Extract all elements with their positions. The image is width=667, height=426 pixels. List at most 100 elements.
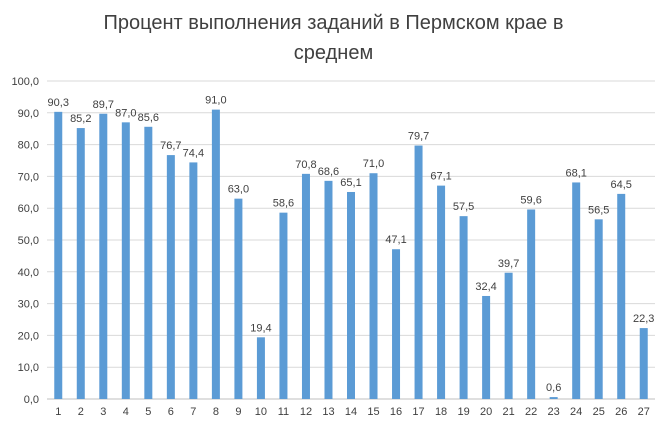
bar: [301, 173, 310, 399]
x-tick-label: 9: [235, 406, 241, 418]
x-tick-label: 5: [145, 406, 151, 418]
x-tick-label: 14: [345, 406, 357, 418]
x-tick-label: 13: [322, 406, 334, 418]
bar: [617, 193, 626, 399]
data-label: 63,0: [228, 184, 249, 196]
y-tick-label: 50,0: [18, 235, 39, 247]
data-label: 59,6: [520, 194, 541, 206]
bar: [459, 216, 468, 399]
bar: [99, 113, 108, 399]
bar: [211, 109, 220, 400]
y-tick-label: 20,0: [18, 330, 39, 342]
x-tick-label: 27: [638, 406, 650, 418]
x-tick-label: 1: [55, 406, 61, 418]
x-tick-label: 17: [412, 406, 424, 418]
data-label: 76,7: [160, 140, 181, 152]
data-label: 39,7: [498, 258, 519, 270]
y-tick-label: 60,0: [18, 203, 39, 215]
bar: [121, 122, 130, 399]
x-tick-label: 10: [255, 406, 267, 418]
x-tick-label: 7: [190, 406, 196, 418]
bar: [639, 328, 648, 399]
bar: [256, 337, 265, 399]
data-label: 67,1: [430, 171, 451, 183]
x-tick-label: 3: [100, 406, 106, 418]
x-tick-label: 11: [278, 406, 289, 418]
chart-title-line-2: среднем: [293, 42, 374, 64]
x-tick-label: 15: [367, 406, 379, 418]
data-labels: 90,385,289,787,0 85,6 76,774,4 91,0 63,0 19,4…: [48, 95, 655, 394]
x-tick-label: 12: [300, 406, 312, 418]
data-label: 56,5: [588, 204, 609, 216]
data-label: 85,2: [70, 113, 91, 125]
data-label: 71,0: [363, 158, 384, 170]
x-tick-label: 8: [213, 406, 219, 418]
x-tick-label: 18: [435, 406, 447, 418]
data-label: 57,5: [453, 201, 474, 213]
data-label: 89,7: [93, 99, 114, 111]
bar: [189, 162, 198, 399]
x-tick-label: 24: [570, 406, 582, 418]
bar: [572, 182, 581, 399]
data-label: 22,3: [633, 313, 654, 325]
chart-title: Процент выполнения заданий в Пермском кр…: [0, 8, 667, 68]
data-label: 74,4: [183, 147, 204, 159]
data-label: 90,3: [48, 97, 69, 109]
x-tick-label: 22: [525, 406, 537, 418]
bar: [166, 155, 175, 399]
bar: [279, 212, 288, 399]
bar: [76, 128, 85, 399]
x-tick-label: 20: [480, 406, 492, 418]
x-tick-label: 23: [548, 406, 560, 418]
x-tick-label: 2: [78, 406, 84, 418]
y-axis-tick-labels: 0,0 10,0 20,0 30,0 40,0 50,0 60,0 70,0 80,0 90,0 1…: [11, 76, 39, 406]
bar: [369, 173, 378, 399]
y-tick-label: 10,0: [18, 362, 39, 374]
bar: [234, 198, 243, 399]
y-tick-label: 0,0: [24, 394, 39, 406]
x-tick-label: 26: [615, 406, 627, 418]
data-label: 19,4: [250, 322, 271, 334]
data-label: 68,1: [565, 167, 586, 179]
bar: [549, 397, 558, 399]
x-tick-label: 6: [168, 406, 174, 418]
chart-title-line-1: Процент выполнения заданий в Пермском кр…: [103, 12, 564, 34]
data-label: 87,0: [115, 107, 136, 119]
data-label: 91,0: [205, 95, 226, 107]
y-tick-label: 70,0: [18, 171, 39, 183]
bar: [144, 126, 153, 400]
y-tick-label: 40,0: [18, 267, 39, 279]
bar: [437, 185, 446, 399]
data-label: 47,1: [385, 234, 406, 246]
y-tick-label: 30,0: [18, 299, 39, 311]
bar: [527, 209, 536, 399]
x-tick-label: 16: [390, 406, 402, 418]
x-tick-label: 21: [503, 406, 515, 418]
data-label: 65,1: [340, 177, 361, 189]
y-tick-label: 100,0: [11, 76, 39, 88]
x-tick-label: 25: [593, 406, 605, 418]
x-tick-label: 19: [457, 406, 469, 418]
x-axis-tick-labels: 1 2 3 4 5 6 7 8 9 10 11 12 13 14 15 16 17 18 19 20 21 22 23 24 2…: [55, 406, 650, 418]
data-label: 85,6: [138, 112, 159, 124]
bar: [392, 249, 401, 399]
bar: [324, 180, 333, 399]
bar: [54, 111, 63, 399]
data-label: 32,4: [475, 281, 496, 293]
x-tick-label: 4: [123, 406, 129, 418]
bar: [347, 191, 355, 399]
data-label: 0,6: [546, 382, 561, 394]
bars: [54, 109, 648, 400]
data-label: 70,8: [295, 159, 316, 171]
data-label: 64,5: [611, 179, 632, 191]
y-tick-label: 90,0: [18, 108, 39, 120]
bar: [504, 272, 513, 399]
y-tick-label: 80,0: [18, 140, 39, 152]
data-label: 68,6: [318, 166, 339, 178]
bar: [482, 295, 491, 399]
bar: [414, 145, 423, 399]
bar: [594, 219, 603, 399]
data-label: 58,6: [273, 198, 294, 210]
data-label: 79,7: [408, 131, 429, 143]
